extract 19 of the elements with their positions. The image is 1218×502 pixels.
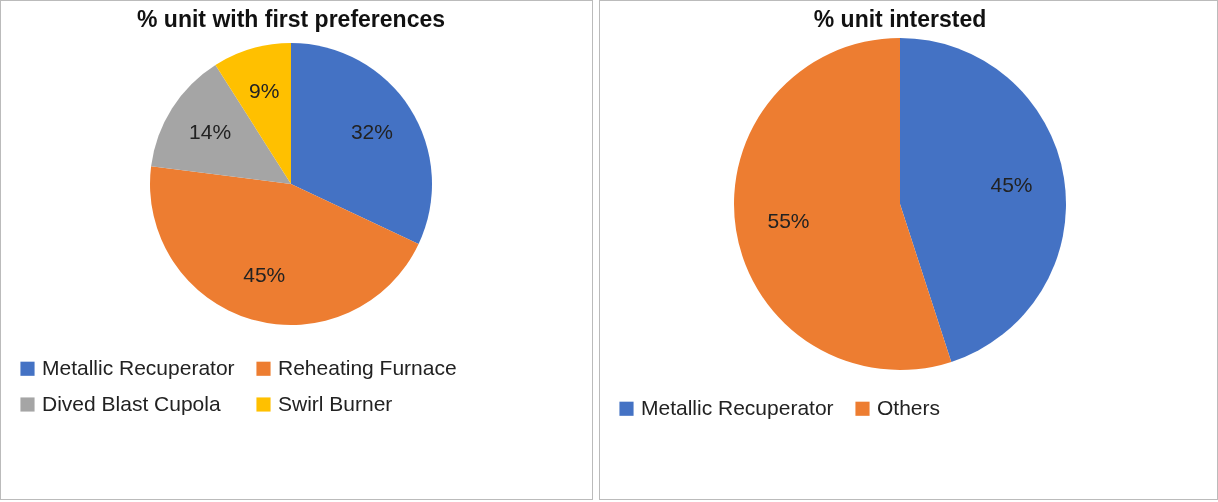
chart-title: % unit with first preferences bbox=[136, 6, 446, 32]
data-label: 32% bbox=[350, 119, 393, 143]
legend-label: Reheating Furnace bbox=[278, 355, 457, 379]
legend-label: Others bbox=[877, 395, 941, 419]
pie-slice bbox=[734, 38, 952, 370]
data-label: 14% bbox=[189, 119, 232, 143]
chart-title: % unit intersted bbox=[813, 6, 987, 32]
legend-label: Swirl Burner bbox=[278, 391, 393, 415]
pie-slice bbox=[150, 166, 419, 325]
pie-slice bbox=[291, 43, 432, 245]
pie-slice bbox=[151, 64, 291, 184]
legend-label: Metallic Recuperator bbox=[42, 355, 235, 379]
pie-slice bbox=[900, 38, 1066, 362]
data-label: 45% bbox=[990, 173, 1033, 197]
data-label: 9% bbox=[249, 78, 280, 102]
data-label: 45% bbox=[243, 263, 286, 287]
legend-label: Metallic Recuperator bbox=[641, 395, 834, 419]
data-label: 55% bbox=[767, 208, 810, 232]
legend-label: Dived Blast Cupola bbox=[42, 391, 221, 415]
